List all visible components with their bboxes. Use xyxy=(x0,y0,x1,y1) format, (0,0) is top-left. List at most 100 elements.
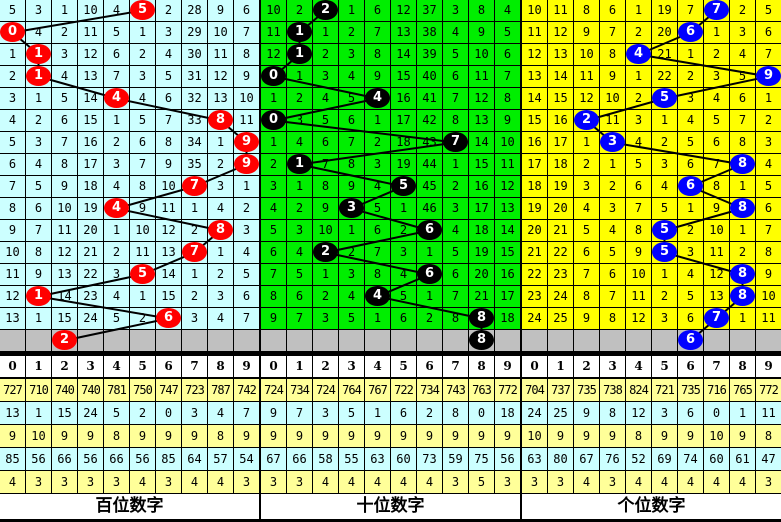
stat-cell: 66 xyxy=(287,448,312,470)
stat-cell: 742 xyxy=(234,379,259,401)
cell xyxy=(234,330,259,351)
cell: 2 xyxy=(182,220,207,241)
stat-cell: 727 xyxy=(0,379,25,401)
stat-cell: 4 xyxy=(704,471,729,493)
cell xyxy=(626,330,651,351)
stat-cell: 73 xyxy=(417,448,442,470)
cell: 15 xyxy=(522,110,547,131)
cell: 11 xyxy=(548,0,573,21)
stat-cell: 75 xyxy=(469,448,494,470)
drawn-digit-ball: 8 xyxy=(730,154,755,174)
cell: 18 xyxy=(548,154,573,175)
stat-cell: 6 xyxy=(391,402,416,424)
stat-cell: 3 xyxy=(287,471,312,493)
history-row: 19 20 4 3 7 5 1 9 6 8 xyxy=(522,198,781,220)
cell: 1 xyxy=(261,88,286,109)
cell: 3 xyxy=(0,88,25,109)
cell: 10 xyxy=(78,0,103,21)
cell: 24 xyxy=(548,286,573,307)
cell: 1 xyxy=(313,22,338,43)
digit-header: 0 xyxy=(0,356,25,377)
cell: 10 xyxy=(156,176,181,197)
digit-header: 0 xyxy=(261,356,286,377)
cell: 2 xyxy=(365,132,390,153)
history-row: 12 2 3 8 14 39 5 10 6 1 xyxy=(261,44,520,66)
stat-cell: 9 xyxy=(652,425,677,447)
cell xyxy=(417,330,442,351)
cell: 45 xyxy=(417,176,442,197)
stat-cell: 3 xyxy=(182,402,207,424)
cell: 6 xyxy=(52,110,77,131)
stat-cell: 24 xyxy=(522,402,547,424)
cell: 13 xyxy=(208,88,233,109)
cell: 4 xyxy=(600,220,625,241)
drawn-digit-ball: 8 xyxy=(208,220,233,240)
cell: 7 xyxy=(600,22,625,43)
drawn-digit-ball: 2 xyxy=(574,110,599,130)
history-row: 21 22 6 5 9 3 11 2 8 5 xyxy=(522,242,781,264)
cell: 1 xyxy=(287,66,312,87)
cell: 2 xyxy=(704,44,729,65)
history-row: 8 6 10 19 9 11 1 4 2 4 xyxy=(0,198,259,220)
cell: 3 xyxy=(208,176,233,197)
cell: 1 xyxy=(104,220,129,241)
cell: 18 xyxy=(469,220,494,241)
cell: 6 xyxy=(678,308,703,329)
cell: 6 xyxy=(574,242,599,263)
history-row: 6 4 2 7 3 1 5 19 15 2 xyxy=(261,242,520,264)
stat-cell: 750 xyxy=(130,379,155,401)
cell: 5 xyxy=(234,264,259,285)
stat-cell: 3 xyxy=(443,471,468,493)
stat-cell: 3 xyxy=(495,471,520,493)
cell: 17 xyxy=(548,132,573,153)
cell: 13 xyxy=(704,286,729,307)
cell: 9 xyxy=(574,22,599,43)
drawn-digit-ball: 4 xyxy=(365,286,390,306)
cell: 11 xyxy=(574,66,599,87)
cell: 2 xyxy=(313,286,338,307)
cell: 1 xyxy=(0,44,25,65)
stat-cell: 743 xyxy=(443,379,468,401)
stat-cell: 1 xyxy=(730,402,755,424)
stat-cell: 724 xyxy=(313,379,338,401)
digit-header: 7 xyxy=(704,356,729,377)
cell: 1 xyxy=(443,154,468,175)
cell: 14 xyxy=(495,220,520,241)
stat-cell: 12 xyxy=(626,402,651,424)
cell: 46 xyxy=(417,198,442,219)
cell: 12 xyxy=(574,88,599,109)
cell: 2 xyxy=(730,242,755,263)
stat-cell: 64 xyxy=(182,448,207,470)
cell: 4 xyxy=(26,154,51,175)
cell: 2 xyxy=(678,220,703,241)
stat-cell: 74 xyxy=(678,448,703,470)
history-row: 10 2 1 6 12 37 3 8 4 2 xyxy=(261,0,520,22)
cell: 18 xyxy=(78,176,103,197)
cell: 6 xyxy=(339,110,364,131)
cell: 6 xyxy=(104,44,129,65)
cell: 2 xyxy=(443,176,468,197)
hundreds-title: 百位数字 xyxy=(0,494,259,519)
stat-cell: 9 xyxy=(287,425,312,447)
cell: 9 xyxy=(313,198,338,219)
cell: 6 xyxy=(391,308,416,329)
cell: 13 xyxy=(548,44,573,65)
stat-cell: 3 xyxy=(261,471,286,493)
drawn-digit-ball: 8 xyxy=(208,110,233,130)
cell: 38 xyxy=(417,22,442,43)
cell: 5 xyxy=(26,176,51,197)
cell: 6 xyxy=(234,0,259,21)
stat-row: 9 7 3 5 1 6 2 8 0 18 xyxy=(261,402,520,424)
cell: 5 xyxy=(52,88,77,109)
history-row: 1 4 6 7 2 18 43 14 10 7 xyxy=(261,132,520,154)
cell: 17 xyxy=(522,154,547,175)
stat-cell: 56 xyxy=(130,448,155,470)
history-row: 2 7 8 3 19 44 1 15 11 1 xyxy=(261,154,520,176)
cell: 7 xyxy=(52,132,77,153)
stat-cell: 4 xyxy=(391,471,416,493)
cell: 6 xyxy=(0,154,25,175)
cell: 3 xyxy=(365,154,390,175)
stat-cell: 57 xyxy=(208,448,233,470)
cell: 2 xyxy=(52,22,77,43)
cell: 9 xyxy=(26,264,51,285)
